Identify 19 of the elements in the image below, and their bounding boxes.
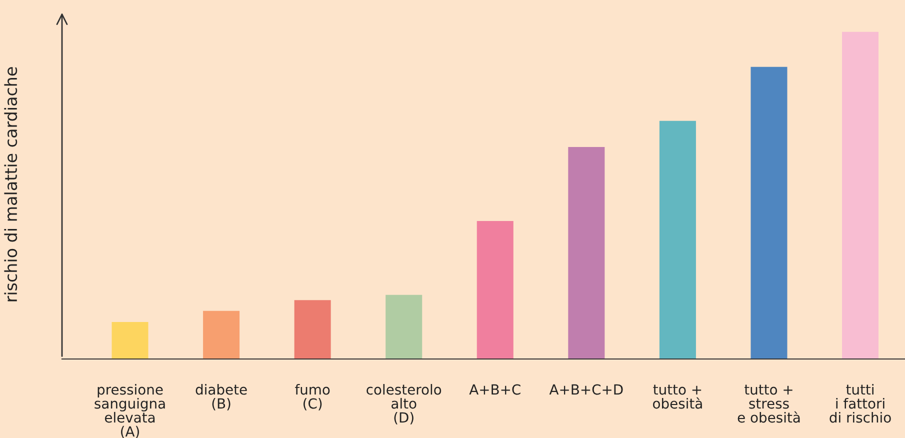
bar bbox=[203, 310, 240, 359]
y-axis-title: rischio di malattie cardiache bbox=[4, 67, 18, 302]
x-tick-label: A+B+C bbox=[469, 384, 520, 395]
bar bbox=[842, 32, 879, 359]
x-tick-label: tutto + obesità bbox=[653, 384, 702, 409]
x-tick-label: tutti i fattori di rischio bbox=[830, 384, 891, 423]
bar bbox=[294, 300, 331, 359]
x-tick-label: tutto + stress e obesità bbox=[738, 384, 800, 423]
x-tick-label: A+B+C+D bbox=[549, 384, 623, 395]
bar bbox=[568, 147, 605, 359]
bar bbox=[476, 220, 514, 359]
bar bbox=[112, 322, 148, 359]
x-tick-label: colesterolo alto (D) bbox=[366, 384, 442, 424]
x-tick-label: pressione sanguigna elevata (A) bbox=[94, 384, 165, 438]
bar bbox=[386, 294, 422, 359]
x-tick-label: diabete (B) bbox=[196, 384, 247, 410]
bar bbox=[750, 66, 788, 359]
x-tick-label: fumo (C) bbox=[295, 384, 330, 410]
bar bbox=[659, 120, 696, 359]
